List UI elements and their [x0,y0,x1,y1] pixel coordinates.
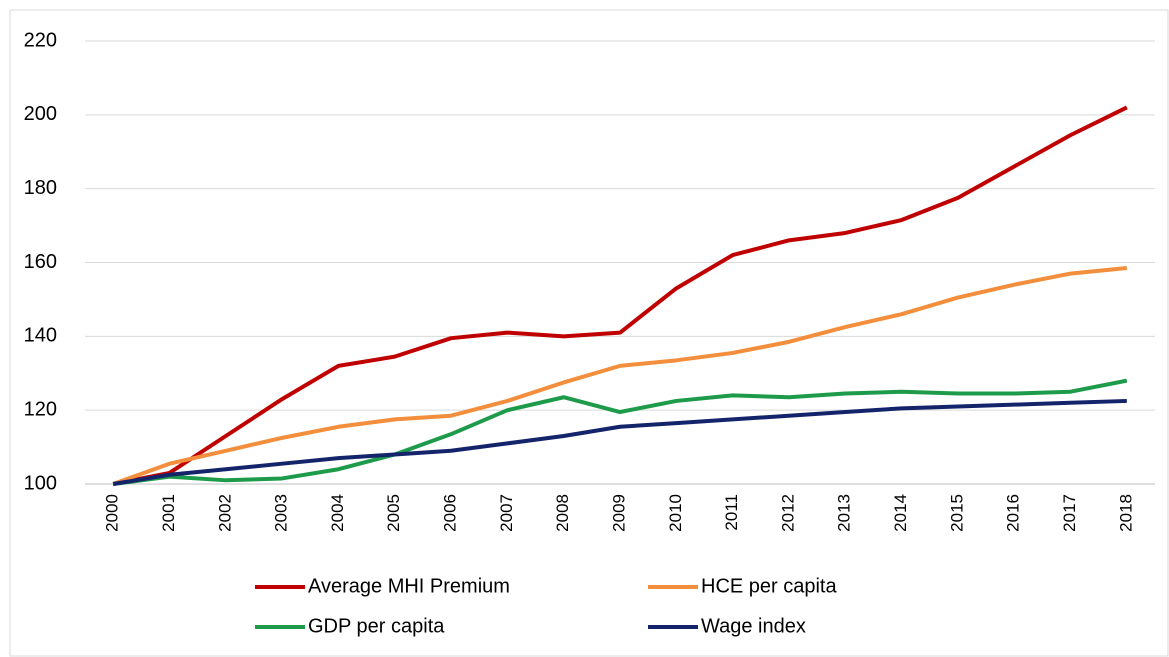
x-tick-label: 2000 [103,494,122,532]
x-tick-label: 2007 [497,494,516,532]
legend-label: HCE per capita [701,575,837,597]
x-tick-label: 2010 [666,494,685,532]
x-tick-label: 2006 [441,494,460,532]
x-tick-label: 2009 [609,494,628,532]
legend-label: Average MHI Premium [308,575,510,597]
x-tick-label: 2004 [328,494,347,532]
x-tick-label: 2011 [722,494,741,531]
x-tick-label: 2018 [1116,494,1135,532]
y-tick-label: 100 [24,472,57,494]
x-tick-label: 2008 [553,494,572,532]
y-tick-label: 180 [24,177,57,199]
line-series [112,378,1128,486]
y-tick-label: 160 [24,251,57,273]
x-tick-label: 2015 [947,494,966,532]
legend-label: Wage index [701,615,806,637]
y-tick-label: 220 [24,29,57,51]
legend-label: GDP per capita [308,615,445,637]
x-tick-label: 2012 [778,494,797,532]
y-tick-label: 140 [24,325,57,347]
x-tick-label: 2001 [159,494,178,532]
line-series [112,266,1128,486]
x-tick-label: 2002 [215,494,234,532]
line-series [112,398,1127,486]
x-tick-label: 2003 [272,494,291,532]
x-tick-label: 2013 [835,494,854,532]
x-tick-label: 2017 [1060,494,1079,532]
y-tick-label: 200 [24,103,57,125]
x-tick-label: 2016 [1004,494,1023,532]
y-tick-label: 120 [24,398,57,420]
line-series [112,105,1128,486]
x-tick-label: 2005 [384,494,403,532]
x-tick-label: 2014 [891,494,910,532]
